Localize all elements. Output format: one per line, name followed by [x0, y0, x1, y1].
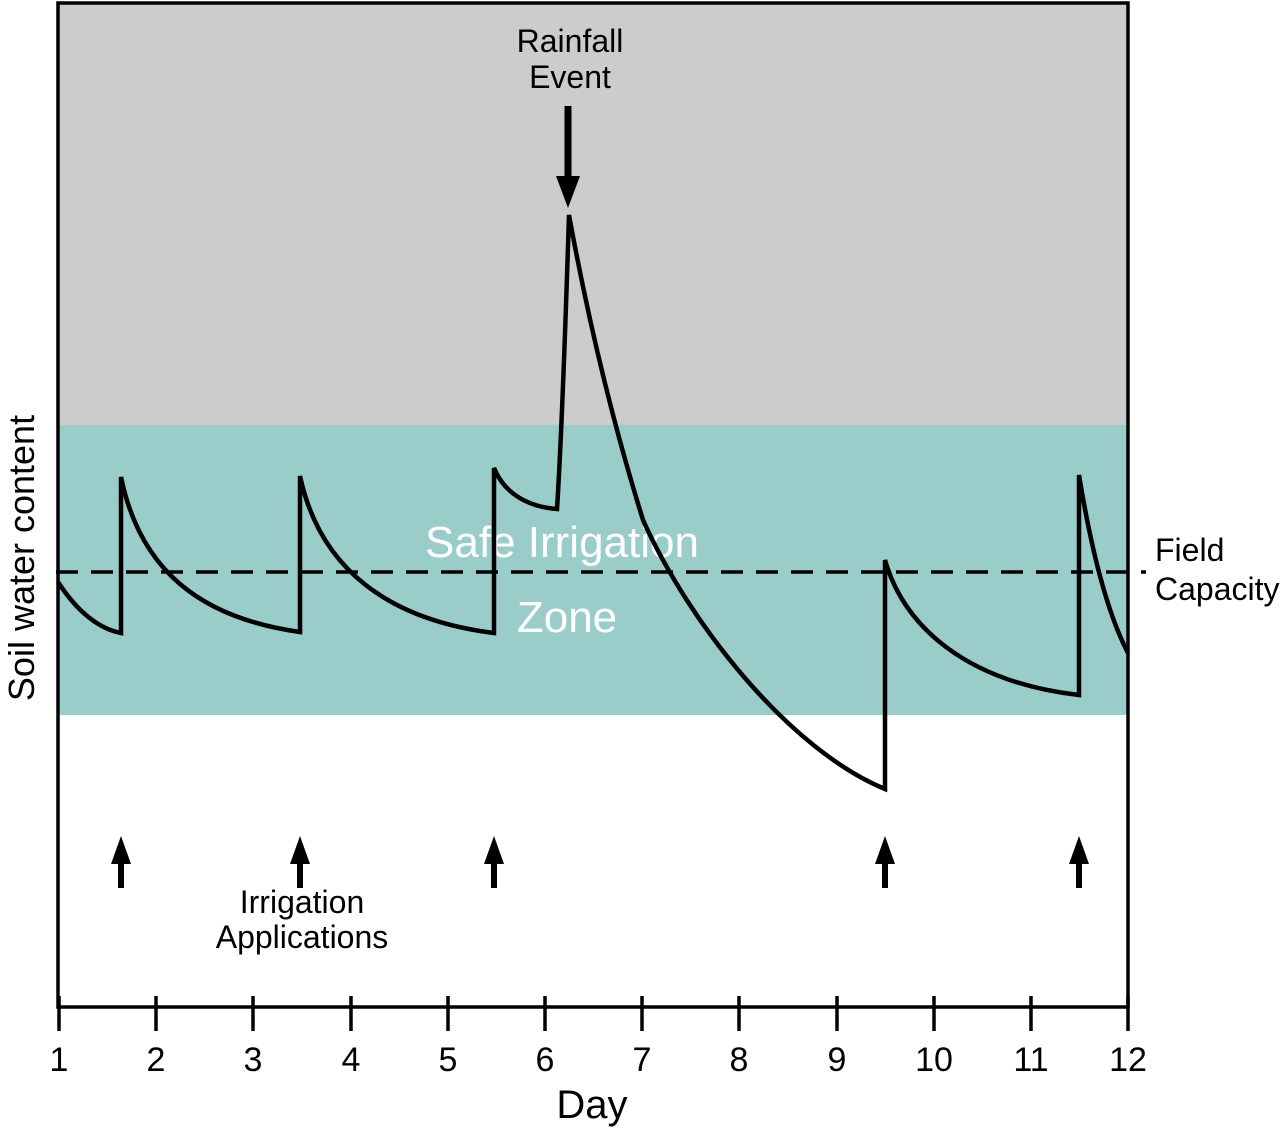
x-axis-tick-labels: 1 2 3 4 5 6 7 8 9 10 11 12 — [50, 1041, 1147, 1079]
field-capacity-label-line2: Capacity — [1155, 571, 1280, 607]
safe-irrigation-zone-label-line2: Zone — [517, 593, 617, 642]
x-tick-label-8: 8 — [730, 1041, 749, 1079]
safe-irrigation-zone-band — [58, 425, 1128, 715]
rainfall-event-label-line2: Event — [529, 59, 611, 95]
x-tick-label-2: 2 — [147, 1041, 166, 1079]
irrigation-arrow-icon-4 — [875, 836, 895, 888]
x-tick-label-4: 4 — [342, 1041, 361, 1079]
plot-border — [56, 1, 1130, 1009]
x-axis-ticks — [57, 996, 1130, 1031]
x-tick-label-11: 11 — [1013, 1041, 1048, 1079]
x-tick-label-12: 12 — [1109, 1041, 1147, 1079]
x-tick-label-6: 6 — [536, 1041, 555, 1079]
x-tick-label-3: 3 — [244, 1041, 263, 1079]
y-axis-title: Soil water content — [1, 415, 42, 701]
x-tick-label-10: 10 — [915, 1041, 953, 1079]
rainfall-event-label-line1: Rainfall — [517, 23, 624, 59]
field-capacity-label-line1: Field — [1155, 532, 1224, 568]
x-tick-label-5: 5 — [439, 1041, 458, 1079]
x-axis-title: Day — [556, 1083, 627, 1127]
irrigation-arrow-icon-1 — [111, 836, 131, 888]
irrigation-arrow-icon-2 — [290, 836, 310, 888]
safe-irrigation-zone-label-line1: Safe Irrigation — [425, 518, 699, 567]
irrigation-applications-label-line2: Applications — [216, 919, 389, 955]
x-tick-label-1: 1 — [50, 1041, 69, 1079]
irrigation-arrow-icon-3 — [484, 836, 504, 888]
irrigation-applications-label-line1: Irrigation — [240, 884, 365, 920]
rainfall-down-arrow-icon — [556, 106, 580, 208]
soil-water-content-curve — [56, 214, 1130, 793]
x-tick-label-7: 7 — [633, 1041, 652, 1079]
x-tick-label-9: 9 — [828, 1041, 847, 1079]
irrigation-arrow-icon-5 — [1069, 836, 1089, 888]
above-field-capacity-band — [58, 3, 1128, 425]
